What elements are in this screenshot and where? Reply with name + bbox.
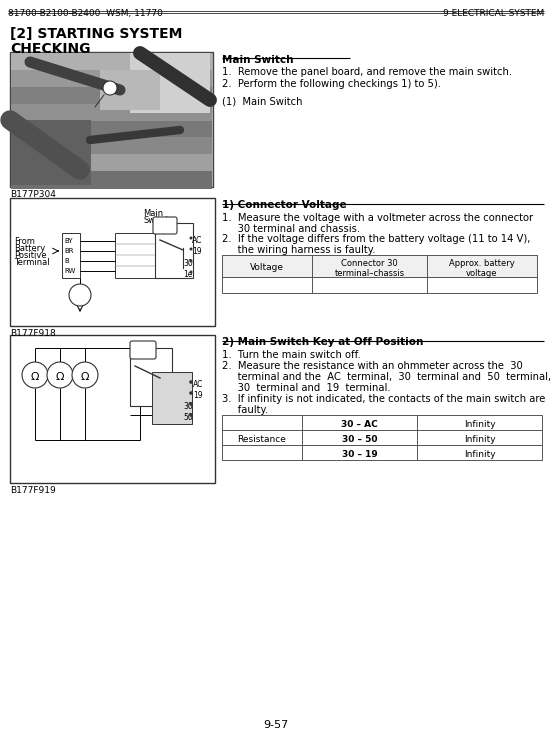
Text: BY: BY <box>64 238 73 244</box>
Text: Connector 30
terminal–chassis: Connector 30 terminal–chassis <box>335 259 405 279</box>
Text: faulty.: faulty. <box>222 405 268 415</box>
Text: 2.  Perform the following checkings 1) to 5).: 2. Perform the following checkings 1) to… <box>222 79 441 89</box>
Bar <box>62 233 80 278</box>
Text: 2.  Measure the resistance with an ohmmeter across the  30: 2. Measure the resistance with an ohmmet… <box>222 361 523 371</box>
Text: 50: 50 <box>183 413 193 422</box>
Bar <box>130 348 172 406</box>
Text: [2] STARTING SYSTEM: [2] STARTING SYSTEM <box>10 27 182 41</box>
Bar <box>155 223 193 278</box>
Text: Terminal: Terminal <box>14 258 50 267</box>
Circle shape <box>72 362 98 388</box>
FancyBboxPatch shape <box>153 217 177 234</box>
Text: 1.  Measure the voltage with a voltmeter across the connector: 1. Measure the voltage with a voltmeter … <box>222 213 533 223</box>
Text: 30  terminal and  19  terminal.: 30 terminal and 19 terminal. <box>222 383 391 393</box>
Text: 1) Connector Voltage: 1) Connector Voltage <box>222 200 347 210</box>
Text: 9-57: 9-57 <box>263 720 289 730</box>
Text: 9 ELECTRICAL SYSTEM: 9 ELECTRICAL SYSTEM <box>443 9 544 18</box>
Bar <box>11 137 212 155</box>
Text: CHECKING: CHECKING <box>10 42 91 56</box>
Text: B177F919: B177F919 <box>10 486 56 495</box>
Text: (1)  Main Switch: (1) Main Switch <box>222 96 302 106</box>
Circle shape <box>189 270 193 273</box>
Text: Infinity: Infinity <box>464 435 495 444</box>
Bar <box>222 277 537 293</box>
Circle shape <box>189 237 193 240</box>
Text: B: B <box>64 258 69 264</box>
Circle shape <box>22 362 48 388</box>
Bar <box>222 415 542 430</box>
Circle shape <box>189 380 193 384</box>
Bar <box>11 120 212 138</box>
Text: Ω: Ω <box>31 372 39 382</box>
Bar <box>100 70 160 110</box>
Text: Infinity: Infinity <box>464 450 495 459</box>
Text: BR: BR <box>64 248 73 254</box>
Bar <box>11 53 212 70</box>
Text: V: V <box>77 292 83 302</box>
Text: 30: 30 <box>183 259 193 268</box>
Circle shape <box>103 81 117 95</box>
Bar <box>10 335 215 483</box>
Text: the wiring harness is faulty.: the wiring harness is faulty. <box>222 245 375 255</box>
Bar <box>222 255 537 277</box>
Text: 30 terminal and chassis.: 30 terminal and chassis. <box>222 224 360 234</box>
Text: Infinity: Infinity <box>464 420 495 429</box>
Text: Approx. battery
voltage: Approx. battery voltage <box>449 259 515 279</box>
Text: 1: 1 <box>108 86 113 95</box>
Text: From: From <box>14 237 35 246</box>
Text: 30 – AC: 30 – AC <box>341 420 378 429</box>
Text: B177F918: B177F918 <box>10 329 56 338</box>
Circle shape <box>189 391 193 395</box>
Text: AC: AC <box>193 380 203 389</box>
Text: 1e: 1e <box>183 270 193 279</box>
Bar <box>11 103 212 121</box>
Text: Main: Main <box>143 209 163 218</box>
Text: 81700-B2100-B2400  WSM, 11770: 81700-B2100-B2400 WSM, 11770 <box>8 9 163 18</box>
FancyBboxPatch shape <box>130 341 156 359</box>
Text: Resistance: Resistance <box>237 435 286 444</box>
Circle shape <box>47 362 73 388</box>
Circle shape <box>189 248 193 251</box>
Bar <box>222 445 542 460</box>
Bar <box>11 154 212 172</box>
Bar <box>152 372 192 424</box>
Bar <box>130 53 210 113</box>
Text: 3.  If infinity is not indicated, the contacts of the main switch are: 3. If infinity is not indicated, the con… <box>222 394 545 404</box>
Bar <box>11 120 91 185</box>
Text: 30: 30 <box>183 402 193 411</box>
Text: 30 – 19: 30 – 19 <box>342 450 378 459</box>
Text: RW: RW <box>64 268 76 274</box>
Text: 2) Main Switch Key at Off Position: 2) Main Switch Key at Off Position <box>222 337 423 347</box>
Text: AC: AC <box>192 236 203 245</box>
Circle shape <box>189 413 193 417</box>
Text: B177P304: B177P304 <box>10 190 56 199</box>
Bar <box>11 86 212 104</box>
Text: 19: 19 <box>192 247 201 256</box>
Bar <box>11 70 212 87</box>
Circle shape <box>189 402 193 406</box>
Text: Ω: Ω <box>56 372 64 382</box>
Bar <box>222 430 542 445</box>
Text: Switch: Switch <box>143 216 171 225</box>
Text: 30 – 50: 30 – 50 <box>342 435 377 444</box>
Text: terminal and the  AC  terminal,  30  terminal and  50  terminal,: terminal and the AC terminal, 30 termina… <box>222 372 551 382</box>
Text: 2.  If the voltage differs from the battery voltage (11 to 14 V),: 2. If the voltage differs from the batte… <box>222 234 530 244</box>
Bar <box>115 233 155 278</box>
Text: Main Switch: Main Switch <box>222 55 294 65</box>
Circle shape <box>189 259 193 262</box>
Text: Battery: Battery <box>14 244 45 253</box>
Bar <box>11 171 212 188</box>
Text: 19: 19 <box>193 391 203 400</box>
Text: Positive: Positive <box>14 251 46 260</box>
Circle shape <box>69 284 91 306</box>
Text: 1.  Turn the main switch off.: 1. Turn the main switch off. <box>222 350 361 360</box>
Bar <box>10 198 215 326</box>
Text: Voltage: Voltage <box>250 263 284 272</box>
Text: Ω: Ω <box>81 372 89 382</box>
Text: 1.  Remove the panel board, and remove the main switch.: 1. Remove the panel board, and remove th… <box>222 67 512 77</box>
Bar <box>10 52 213 187</box>
